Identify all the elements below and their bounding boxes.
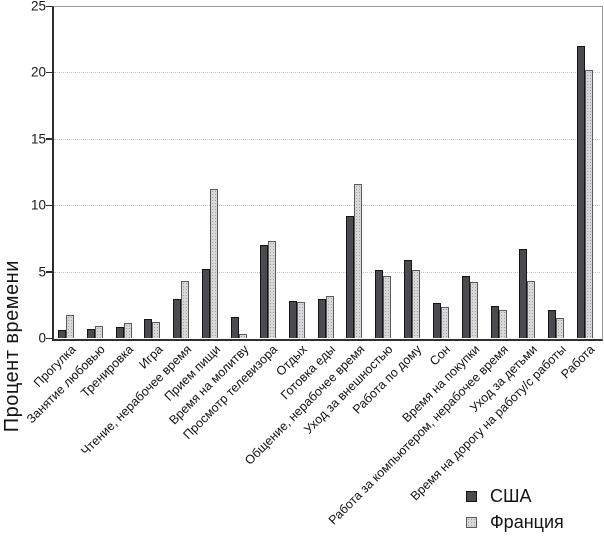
y-tick-mark-0 xyxy=(46,337,53,339)
legend: США Франция xyxy=(466,485,564,533)
bar-france-4 xyxy=(181,280,190,338)
y-tick-mark-25 xyxy=(46,5,53,7)
bar-france-8 xyxy=(296,302,305,338)
bar-france-14 xyxy=(469,282,478,338)
y-tick-label-5: 5 xyxy=(38,263,46,279)
bar-usa-5 xyxy=(202,268,211,338)
bar-france-5 xyxy=(210,189,219,338)
bar-france-9 xyxy=(325,295,334,338)
y-axis-title: Процент времени xyxy=(1,260,23,433)
y-tick-mark-20 xyxy=(46,71,53,74)
gridline-20 xyxy=(54,72,600,74)
bar-france-0 xyxy=(65,315,74,338)
bar-usa-7 xyxy=(259,245,268,338)
bar-france-12 xyxy=(412,270,421,338)
y-tick-mark-10 xyxy=(46,204,53,207)
legend-label-usa: США xyxy=(490,486,532,506)
bar-usa-4 xyxy=(173,299,182,338)
bar-usa-2 xyxy=(115,327,124,338)
france-series-swatch-icon xyxy=(466,516,477,528)
y-tick-mark-5 xyxy=(46,271,53,273)
bar-france-17 xyxy=(556,318,565,338)
bar-usa-11 xyxy=(375,270,384,338)
bar-usa-17 xyxy=(548,310,557,338)
bar-usa-18 xyxy=(577,45,586,338)
y-tick-label-15: 15 xyxy=(30,131,46,147)
legend-item-usa: США xyxy=(466,485,564,507)
bar-france-18 xyxy=(585,69,594,338)
bar-usa-13 xyxy=(432,303,441,338)
bar-france-1 xyxy=(94,326,103,338)
bar-france-15 xyxy=(498,310,507,338)
bar-usa-8 xyxy=(288,300,297,338)
y-tick-label-20: 20 xyxy=(30,64,46,80)
y-tick-label-25: 25 xyxy=(30,0,46,14)
gridline-15 xyxy=(54,138,600,140)
y-tick-label-0: 0 xyxy=(38,330,46,346)
bar-usa-6 xyxy=(230,316,239,338)
bar-usa-1 xyxy=(86,328,95,338)
gridline-5 xyxy=(54,271,600,273)
y-tick-label-10: 10 xyxy=(30,197,46,213)
legend-item-france: Франция xyxy=(466,511,564,533)
bar-france-13 xyxy=(440,307,449,338)
bar-usa-16 xyxy=(519,249,528,338)
bar-usa-10 xyxy=(346,215,355,338)
usa-series-swatch-icon xyxy=(466,490,477,502)
bar-france-3 xyxy=(152,322,161,338)
bar-usa-14 xyxy=(461,275,470,338)
bar-usa-9 xyxy=(317,299,326,338)
bar-france-2 xyxy=(123,323,132,338)
bar-usa-0 xyxy=(57,330,66,338)
bar-france-11 xyxy=(383,275,392,338)
bar-usa-12 xyxy=(404,259,413,338)
bar-usa-3 xyxy=(144,319,153,338)
bar-usa-15 xyxy=(490,306,499,338)
bar-france-16 xyxy=(527,280,536,338)
gridline-10 xyxy=(54,205,600,207)
legend-label-france: Франция xyxy=(490,512,564,532)
bar-france-10 xyxy=(354,183,363,338)
bar-france-6 xyxy=(238,334,247,338)
plot-area xyxy=(52,6,603,341)
bar-france-7 xyxy=(267,241,276,338)
y-tick-mark-15 xyxy=(46,138,53,140)
